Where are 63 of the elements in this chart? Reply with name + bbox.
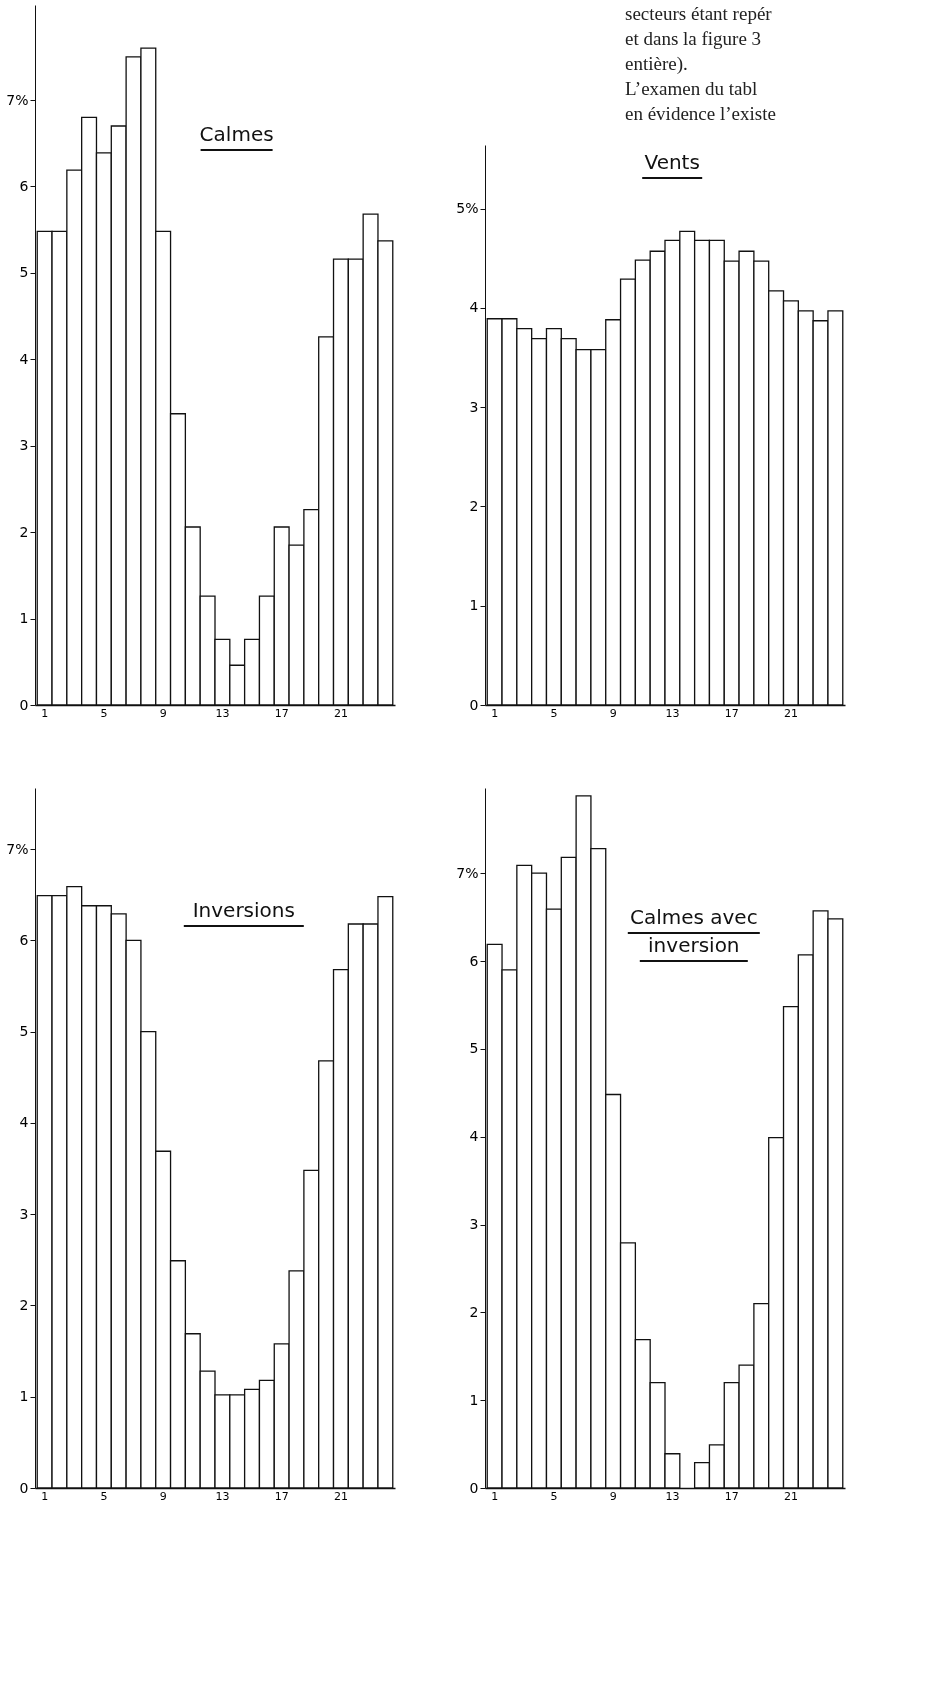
x-tick-label: 13 <box>665 706 680 720</box>
x-tick-label: 1 <box>491 1489 499 1503</box>
y-tick-label: 5 <box>19 264 29 281</box>
x-tick-label: 17 <box>724 1489 739 1503</box>
x-tick-label: 9 <box>159 1489 167 1503</box>
y-tick-label: 4 <box>19 1114 29 1131</box>
x-tick-label: 5 <box>100 706 108 720</box>
x-tick-label: 21 <box>783 1489 798 1503</box>
x-tick-label: 5 <box>550 706 558 720</box>
y-tick-label: 3 <box>19 437 29 454</box>
y-tick-label: 1 <box>19 610 29 627</box>
y-tick-label: 5 <box>19 1023 29 1040</box>
y-tick-label: 5 <box>469 1040 479 1057</box>
y-tick-label: 0 <box>19 696 29 713</box>
y-tick-label: 0 <box>469 1479 479 1496</box>
y-tick-label: 2 <box>19 1296 29 1313</box>
y-tick-label: 7% <box>6 91 29 108</box>
chart-title: Vents <box>644 150 700 174</box>
text: entière). <box>625 53 688 75</box>
y-tick-label: 0 <box>469 696 479 713</box>
y-tick-label: 1 <box>469 597 479 614</box>
x-tick-label: 13 <box>215 706 230 720</box>
text: secteurs étant repér <box>625 3 773 24</box>
y-tick-label: 3 <box>469 1216 479 1233</box>
y-tick-label: 6 <box>19 177 29 194</box>
x-tick-label: 17 <box>274 706 289 720</box>
y-tick-label: 3 <box>19 1205 29 1222</box>
y-tick-label: 4 <box>469 299 479 316</box>
x-tick-label: 17 <box>724 706 739 720</box>
y-tick-label: 6 <box>19 931 29 948</box>
y-tick-label: 2 <box>19 523 29 540</box>
y-tick-label: 1 <box>19 1388 29 1405</box>
x-tick-label: 21 <box>783 706 798 720</box>
x-tick-label: 21 <box>333 706 348 720</box>
text: et dans la figure 3 <box>625 28 762 49</box>
x-tick-label: 5 <box>100 1489 108 1503</box>
y-tick-label: 2 <box>469 497 479 514</box>
x-tick-label: 1 <box>41 1489 49 1503</box>
x-tick-label: 9 <box>609 706 617 720</box>
y-tick-label: 4 <box>469 1128 479 1145</box>
x-tick-label: 1 <box>491 706 499 720</box>
x-tick-label: 17 <box>274 1489 289 1503</box>
x-tick-label: 9 <box>609 1489 617 1503</box>
x-tick-label: 5 <box>550 1489 558 1503</box>
y-tick-label: 1 <box>469 1391 479 1408</box>
y-tick-label: 4 <box>19 350 29 367</box>
x-tick-label: 1 <box>41 706 49 720</box>
y-tick-label: 7% <box>6 840 29 857</box>
y-tick-label: 5% <box>456 200 479 217</box>
text: Inversions <box>192 898 295 922</box>
x-tick-label: 13 <box>665 1489 680 1503</box>
x-tick-label: 9 <box>159 706 167 720</box>
text: Calmes avec inversion <box>629 905 758 957</box>
y-tick-label: 0 <box>19 1479 29 1496</box>
x-tick-label: 13 <box>215 1489 230 1503</box>
text: L’examen du tabl <box>625 78 758 99</box>
y-tick-label: 2 <box>469 1303 479 1320</box>
y-tick-label: 6 <box>469 952 479 969</box>
x-tick-label: 21 <box>333 1489 348 1503</box>
text: Calmes <box>199 122 274 146</box>
text: en évidence l’existe <box>625 103 776 124</box>
y-tick-label: 3 <box>469 398 479 415</box>
y-tick-label: 7% <box>456 864 479 881</box>
